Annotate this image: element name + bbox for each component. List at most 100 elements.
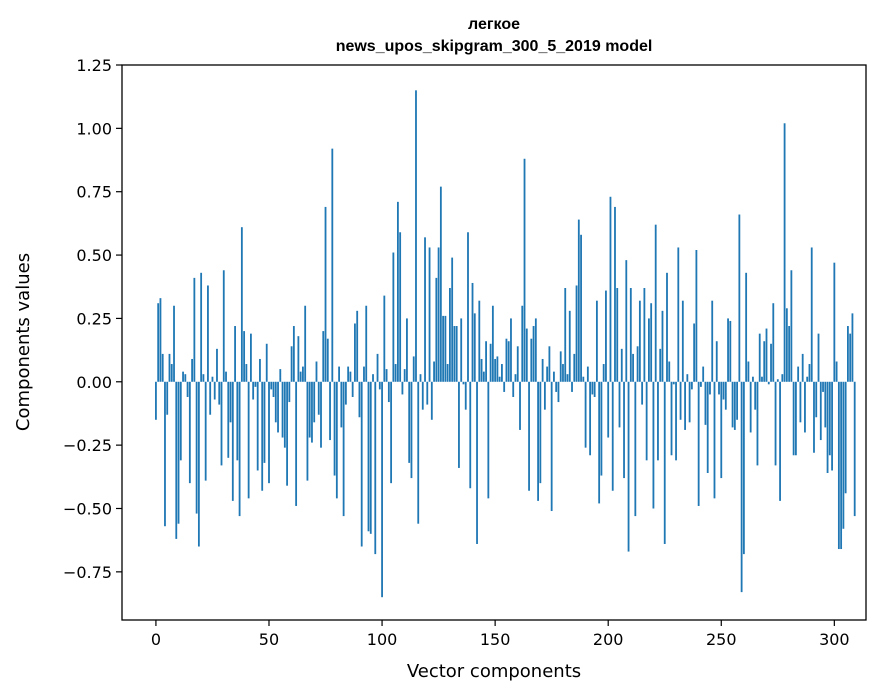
- bar: [507, 341, 510, 382]
- bar: [435, 277, 438, 382]
- bar: [729, 320, 732, 382]
- bar: [543, 381, 546, 410]
- bar: [161, 353, 164, 382]
- bar: [718, 381, 720, 395]
- bar: [288, 381, 291, 403]
- bar: [173, 305, 175, 382]
- bar: [462, 381, 465, 385]
- bar: [851, 313, 854, 382]
- bar: [819, 381, 822, 441]
- bar: [451, 257, 454, 382]
- bar: [822, 381, 824, 392]
- bar: [837, 381, 840, 550]
- bar: [684, 381, 686, 430]
- bar: [584, 381, 587, 448]
- bar: [681, 300, 684, 382]
- bar: [358, 381, 361, 418]
- bar: [779, 381, 781, 501]
- bar: [274, 381, 277, 423]
- bar: [528, 381, 530, 491]
- bar: [406, 318, 408, 382]
- y-tick-label: 1.00: [76, 119, 112, 138]
- bar: [157, 303, 160, 382]
- bar: [605, 290, 607, 382]
- bar: [369, 381, 372, 534]
- y-tick-label: 1.25: [76, 56, 112, 75]
- bar: [711, 300, 714, 382]
- bar: [523, 158, 526, 382]
- chart-title-line-2: news_upos_skipgram_300_5_2019 model: [336, 38, 653, 55]
- bar: [788, 326, 791, 382]
- bar: [752, 376, 754, 382]
- bar: [562, 364, 564, 382]
- bar: [446, 364, 449, 382]
- bar: [399, 232, 402, 382]
- bar: [781, 374, 784, 382]
- bar: [738, 214, 741, 382]
- bar: [629, 288, 632, 382]
- bar: [557, 381, 560, 403]
- bar: [842, 381, 845, 529]
- bar: [702, 366, 705, 382]
- bar: [182, 371, 184, 382]
- bar: [417, 381, 420, 524]
- bar: [672, 381, 675, 385]
- bar: [521, 305, 524, 382]
- bar: [455, 326, 458, 382]
- bar: [593, 381, 596, 397]
- bar: [286, 381, 288, 486]
- bar: [595, 300, 598, 382]
- bar: [433, 361, 435, 382]
- bar: [344, 381, 347, 405]
- bar: [724, 381, 727, 410]
- bar: [252, 381, 255, 400]
- bar: [550, 381, 553, 512]
- bar: [256, 381, 259, 471]
- bar: [519, 381, 521, 430]
- bar: [378, 381, 381, 390]
- bar: [453, 326, 456, 382]
- bar: [225, 371, 227, 382]
- y-tick-label: 0.25: [76, 309, 112, 328]
- bar: [792, 381, 795, 456]
- bar: [304, 305, 307, 382]
- bar: [485, 341, 487, 382]
- bar: [426, 381, 429, 405]
- bar: [177, 381, 180, 524]
- bar: [733, 381, 736, 430]
- bar: [571, 381, 573, 392]
- bar: [195, 381, 198, 514]
- bar: [785, 308, 788, 382]
- bar: [783, 123, 786, 382]
- bar: [324, 206, 327, 382]
- bar: [197, 381, 200, 547]
- bar: [231, 381, 234, 501]
- bar: [609, 196, 612, 382]
- bar: [265, 343, 268, 382]
- bar: [354, 323, 356, 382]
- bar: [586, 366, 589, 382]
- bar: [333, 381, 336, 476]
- bar: [720, 381, 723, 479]
- x-tick-label: 0: [151, 630, 161, 649]
- bar: [770, 343, 772, 382]
- bar: [794, 381, 797, 456]
- bar: [826, 381, 829, 474]
- bar: [476, 381, 478, 544]
- bar: [439, 186, 442, 382]
- bar: [299, 371, 302, 382]
- y-axis-ticks: 1.25 1.00 0.75 0.50 0.25 0.00 −0.25 −0.50 −0.75: [63, 56, 122, 582]
- bar: [261, 381, 264, 491]
- bar: [263, 381, 266, 463]
- bar: [847, 326, 849, 382]
- bar: [722, 381, 725, 400]
- bar: [505, 338, 508, 382]
- bar: [675, 381, 677, 461]
- bar: [412, 356, 415, 382]
- bar: [657, 381, 659, 461]
- bar: [297, 336, 300, 382]
- bar: [155, 381, 157, 420]
- bar: [442, 315, 445, 382]
- bar: [498, 376, 501, 382]
- bar: [747, 361, 750, 382]
